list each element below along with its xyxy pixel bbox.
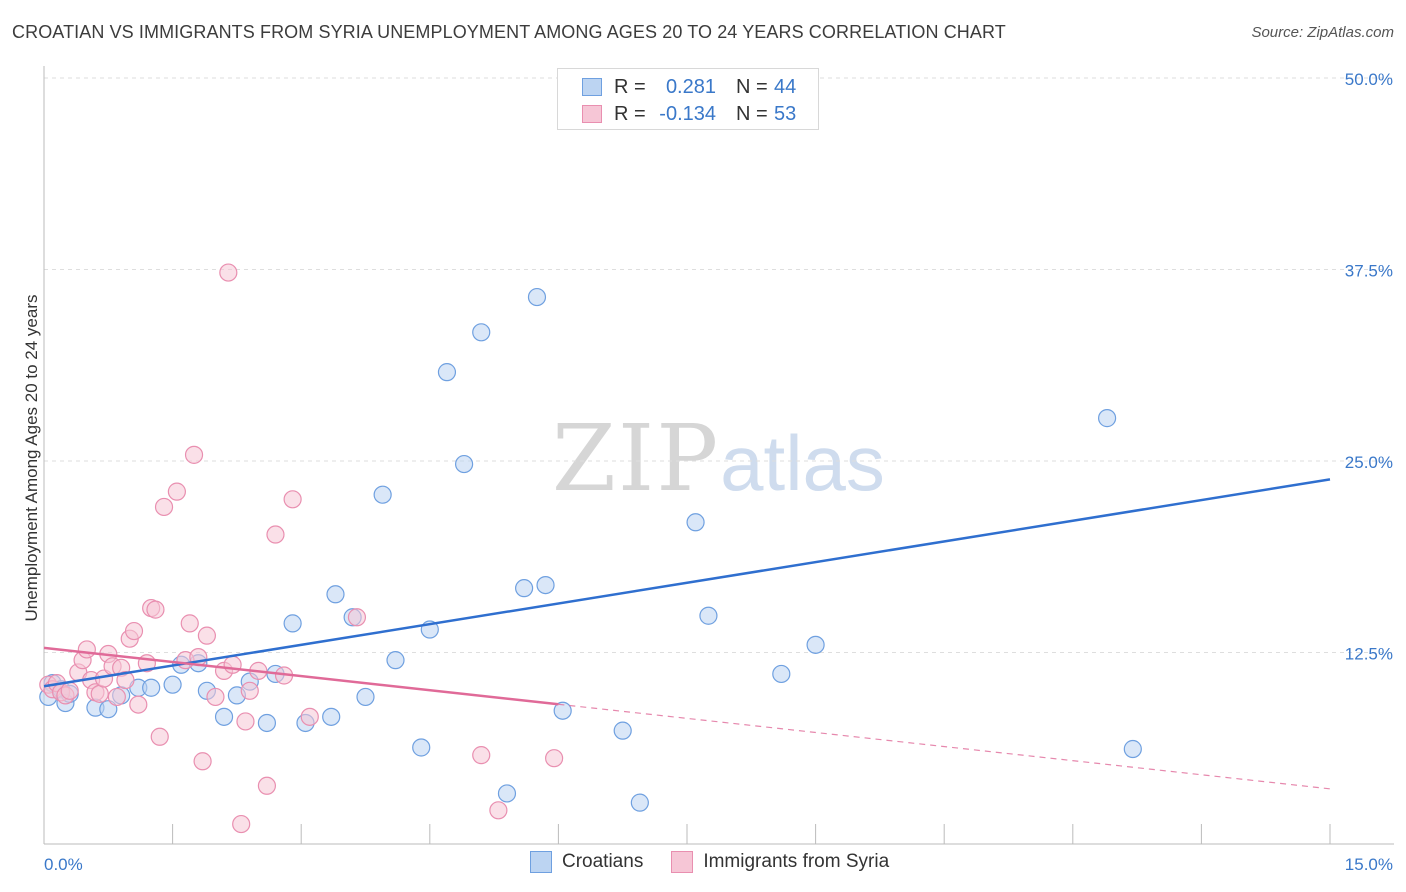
- trend-line-syria: [43, 646, 559, 706]
- data-point-croatians: [553, 701, 572, 720]
- data-point-croatians: [214, 707, 234, 726]
- data-point-croatians: [454, 454, 474, 474]
- legend-r-value-croatians: 0.281: [665, 75, 716, 98]
- data-point-croatians: [1123, 739, 1142, 759]
- data-point-syria: [180, 614, 199, 633]
- data-point-syria: [60, 681, 79, 700]
- data-point-syria: [146, 600, 165, 619]
- data-point-syria: [223, 655, 242, 674]
- legend-swatch-syria: [671, 851, 694, 873]
- legend-n-label: N =: [736, 102, 768, 125]
- trend-line-croatians: [43, 478, 1331, 688]
- data-point-croatians: [283, 614, 302, 633]
- data-point-syria: [193, 752, 212, 771]
- data-point-croatians: [326, 585, 345, 604]
- legend-r-value-syria: -0.134: [659, 102, 716, 125]
- legend-row-croatians: R = 0.281 N = 44: [582, 74, 796, 100]
- data-point-syria: [197, 626, 216, 645]
- legend-n-value-croatians: 44: [774, 75, 797, 98]
- data-point-syria: [545, 749, 564, 768]
- trend-line-extension-syria: [558, 703, 1331, 790]
- data-point-syria: [150, 727, 169, 746]
- legend-r-label: R =: [614, 75, 646, 98]
- legend-swatch-croatians: [530, 851, 552, 873]
- legend-label-croatians: Croatians: [562, 851, 644, 872]
- series-legend: Croatians Immigrants from Syria: [530, 851, 917, 873]
- data-point-croatians: [322, 707, 341, 726]
- data-point-syria: [116, 670, 135, 690]
- data-point-croatians: [356, 687, 375, 707]
- y-axis-label: Unemployment Among Ages 20 to 24 years: [22, 295, 41, 622]
- data-point-syria: [129, 695, 148, 714]
- data-point-croatians: [472, 323, 491, 342]
- data-point-syria: [219, 263, 238, 282]
- data-point-croatians: [497, 784, 517, 803]
- y-tick-label: 25.0%: [1345, 453, 1393, 472]
- legend-n-label: N =: [736, 75, 768, 98]
- data-point-syria: [266, 525, 285, 544]
- data-point-croatians: [386, 651, 405, 670]
- stats-legend: R = 0.281 N = 44 R = -0.134 N = 53: [557, 68, 819, 130]
- data-point-syria: [206, 687, 225, 707]
- data-point-syria: [184, 445, 204, 464]
- data-point-croatians: [686, 513, 705, 532]
- legend-row-syria: R = -0.134 N = 53: [582, 101, 796, 127]
- legend-label-syria: Immigrants from Syria: [703, 851, 890, 872]
- x-tick-label: 0.0%: [44, 855, 83, 874]
- data-point-croatians: [437, 363, 457, 382]
- data-point-syria: [107, 687, 126, 707]
- data-point-croatians: [257, 713, 277, 733]
- data-point-croatians: [536, 575, 555, 595]
- data-point-croatians: [630, 793, 649, 812]
- data-point-syria: [347, 608, 367, 627]
- data-point-syria: [232, 814, 251, 834]
- data-point-croatians: [142, 678, 161, 697]
- legend-item-syria: Immigrants from Syria: [671, 851, 889, 873]
- data-point-croatians: [163, 675, 182, 694]
- data-point-croatians: [613, 721, 632, 740]
- legend-swatch-croatians: [582, 78, 602, 96]
- data-point-croatians: [806, 635, 825, 654]
- chart-title: CROATIAN VS IMMIGRANTS FROM SYRIA UNEMPL…: [12, 22, 1006, 42]
- data-point-croatians: [373, 485, 392, 504]
- data-point-syria: [77, 640, 96, 659]
- data-point-croatians: [772, 664, 791, 684]
- legend-r-label: R =: [614, 102, 646, 125]
- data-point-syria: [90, 684, 109, 703]
- legend-n-value-syria: 53: [774, 102, 797, 125]
- data-point-croatians: [515, 579, 534, 598]
- y-tick-label: 50.0%: [1345, 70, 1393, 89]
- data-point-syria: [283, 490, 302, 509]
- data-point-syria: [236, 712, 255, 731]
- data-point-croatians: [699, 606, 718, 625]
- data-point-syria: [257, 776, 277, 795]
- data-point-syria: [154, 497, 174, 517]
- data-point-syria: [240, 681, 259, 700]
- data-point-syria: [472, 746, 491, 765]
- y-tick-label: 12.5%: [1345, 645, 1393, 664]
- data-point-syria: [167, 482, 186, 501]
- data-point-syria: [489, 801, 508, 820]
- data-point-syria: [300, 707, 319, 726]
- y-tick-label: 37.5%: [1345, 262, 1393, 281]
- data-point-croatians: [412, 738, 431, 757]
- data-point-croatians: [1097, 409, 1117, 428]
- source-label: Source: ZipAtlas.com: [1251, 24, 1394, 41]
- x-tick-label: 15.0%: [1345, 855, 1393, 874]
- legend-swatch-syria: [582, 105, 602, 123]
- legend-item-croatians: Croatians: [530, 851, 643, 873]
- data-point-croatians: [527, 287, 547, 307]
- data-point-syria: [124, 621, 144, 641]
